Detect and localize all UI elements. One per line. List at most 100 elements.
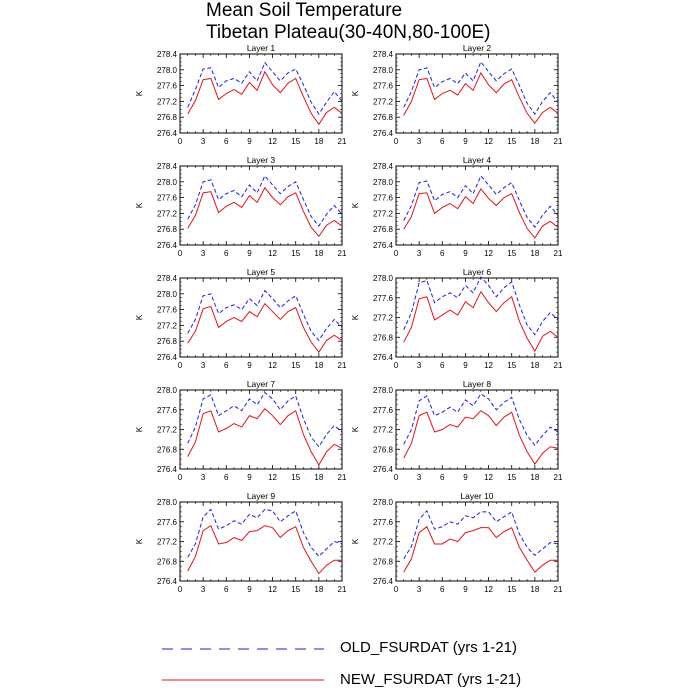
series-new-line	[403, 290, 559, 353]
title-line-2: Tibetan Plateau(30-40N,80-100E)	[206, 22, 491, 43]
x-tick-label: 9	[247, 361, 252, 370]
x-tick-label: 9	[463, 473, 468, 482]
x-tick-label: 0	[178, 361, 183, 370]
x-tick-label: 9	[247, 473, 252, 482]
x-tick-label: 0	[178, 585, 183, 594]
y-tick-label: 278.0	[157, 178, 178, 187]
y-tick-label: 277.2	[157, 538, 178, 547]
x-tick-label: 0	[178, 137, 183, 146]
x-tick-label: 6	[224, 473, 229, 482]
y-tick-label: 277.2	[373, 97, 394, 106]
series-old-line	[187, 391, 343, 448]
series-new-line	[403, 188, 559, 239]
x-tick-label: 15	[291, 473, 300, 482]
y-tick-label: 278.4	[373, 162, 394, 171]
y-tick-label: 276.8	[373, 445, 394, 454]
x-tick-label: 21	[554, 137, 563, 146]
x-tick-label: 18	[314, 361, 323, 370]
x-tick-label: 21	[338, 249, 347, 258]
x-tick-label: 3	[201, 137, 206, 146]
y-tick-label: 276.4	[373, 353, 394, 362]
panel-grid: Layer 1 K 0 3 6 9 12 15 18 21 276.4 276.8 277.2 277.6…	[135, 43, 563, 594]
panel-title: Layer 3	[247, 155, 276, 165]
x-tick-label: 12	[268, 585, 277, 594]
x-tick-label: 15	[507, 249, 516, 258]
panel-title: Layer 10	[460, 491, 493, 501]
chart-panel-10: Layer 10 K 0 3 6 9 12 15 18 21 276.4 276.8 277.2 277.…	[351, 491, 563, 594]
plot-frame	[395, 501, 559, 582]
series-new-line	[187, 302, 343, 354]
y-axis-label: K	[351, 314, 360, 320]
x-tick-label: 9	[463, 249, 468, 258]
chart-panel-1: Layer 1 K 0 3 6 9 12 15 18 21 276.4 276.8 277.2 277.6…	[135, 43, 347, 146]
x-tick-label: 15	[291, 137, 300, 146]
y-tick-label: 276.8	[157, 225, 178, 234]
y-tick-label: 276.4	[157, 241, 178, 250]
x-tick-label: 0	[394, 585, 399, 594]
legend-swatches	[162, 648, 324, 681]
series-old-line	[403, 174, 559, 229]
x-tick-label: 6	[440, 137, 445, 146]
x-tick-label: 3	[417, 137, 422, 146]
panel-title: Layer 7	[247, 379, 276, 389]
y-axis-label: K	[135, 90, 144, 96]
x-tick-label: 3	[201, 361, 206, 370]
y-tick-label: 277.6	[373, 82, 394, 91]
y-tick-label: 278.0	[373, 274, 394, 283]
y-tick-label: 277.6	[157, 406, 178, 415]
y-axis-label: K	[135, 202, 144, 208]
y-tick-label: 277.2	[373, 538, 394, 547]
x-tick-label: 21	[338, 361, 347, 370]
x-tick-label: 15	[507, 473, 516, 482]
x-tick-label: 18	[530, 137, 539, 146]
plot-frame	[179, 277, 343, 358]
x-tick-label: 18	[530, 585, 539, 594]
y-tick-label: 276.8	[373, 225, 394, 234]
x-tick-label: 21	[554, 473, 563, 482]
x-tick-label: 0	[394, 473, 399, 482]
x-tick-label: 12	[484, 249, 493, 258]
x-tick-label: 18	[530, 249, 539, 258]
x-tick-label: 3	[201, 473, 206, 482]
y-tick-label: 277.6	[373, 518, 394, 527]
series-new-line	[187, 70, 343, 126]
plot-frame	[179, 165, 343, 246]
series-old-line	[187, 508, 343, 558]
y-tick-label: 278.0	[373, 498, 394, 507]
x-tick-label: 12	[268, 473, 277, 482]
x-tick-label: 21	[554, 361, 563, 370]
title-line-1: Mean Soil Temperature	[206, 0, 403, 21]
x-tick-label: 9	[463, 585, 468, 594]
y-tick-label: 276.8	[157, 337, 178, 346]
x-tick-label: 21	[338, 473, 347, 482]
x-tick-label: 21	[554, 249, 563, 258]
y-axis-label: K	[135, 538, 144, 544]
x-tick-label: 6	[224, 585, 229, 594]
y-tick-label: 276.8	[373, 333, 394, 342]
series-old-line	[403, 276, 559, 336]
y-tick-label: 277.6	[157, 518, 178, 527]
x-tick-label: 21	[338, 137, 347, 146]
y-tick-label: 276.4	[157, 129, 178, 138]
series-old-line	[403, 393, 559, 447]
panel-title: Layer 2	[463, 43, 492, 53]
x-tick-label: 6	[224, 249, 229, 258]
x-tick-label: 12	[484, 585, 493, 594]
x-tick-label: 15	[507, 361, 516, 370]
y-tick-label: 277.6	[373, 194, 394, 203]
panel-title: Layer 5	[247, 267, 276, 277]
x-tick-label: 15	[507, 585, 516, 594]
x-tick-label: 18	[530, 473, 539, 482]
x-tick-label: 18	[314, 137, 323, 146]
y-axis-label: K	[135, 314, 144, 320]
y-tick-label: 278.0	[373, 66, 394, 75]
x-tick-label: 3	[417, 473, 422, 482]
y-tick-label: 277.6	[157, 194, 178, 203]
y-tick-label: 278.0	[157, 290, 178, 299]
y-tick-label: 276.8	[373, 113, 394, 122]
legend: OLD_FSURDAT (yrs 1-21) NEW_FSURDAT (yrs …	[0, 630, 700, 700]
chart-panel-8: Layer 8 K 0 3 6 9 12 15 18 21 276.4 276.8 277.2 277.6…	[351, 379, 563, 482]
x-tick-label: 6	[224, 137, 229, 146]
y-tick-label: 278.0	[373, 178, 394, 187]
x-tick-label: 15	[291, 249, 300, 258]
